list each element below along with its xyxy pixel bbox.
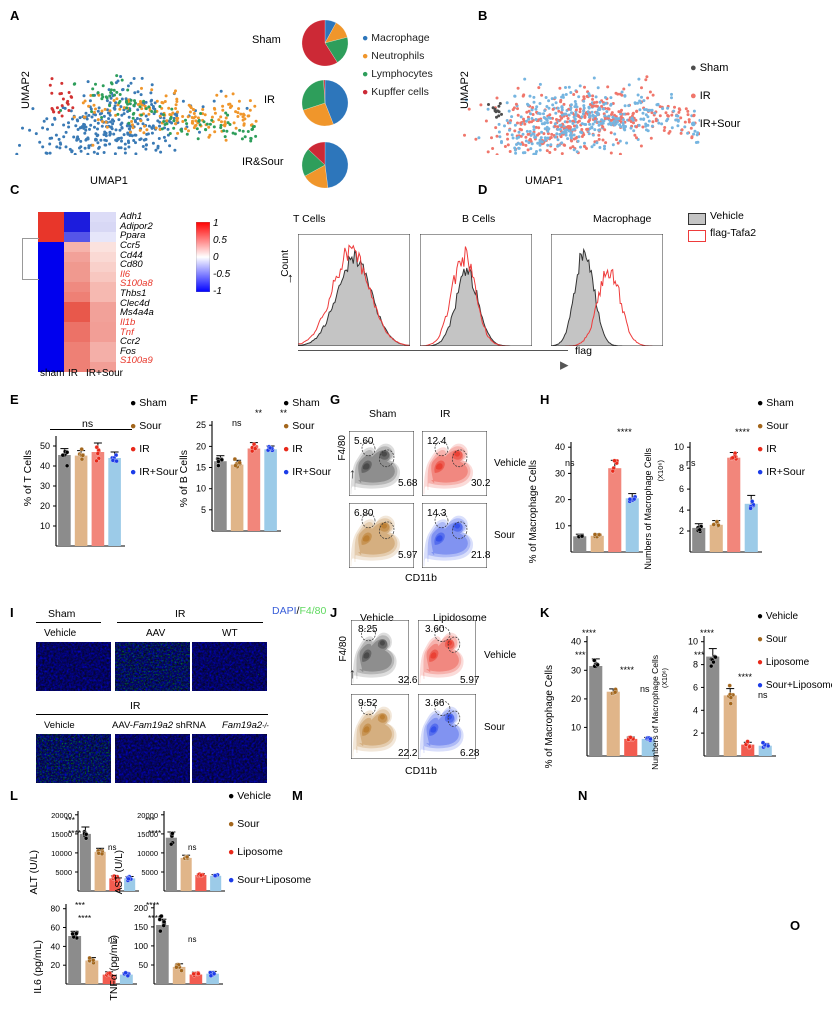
svg-text:5000: 5000	[55, 868, 72, 877]
svg-text:6: 6	[679, 484, 684, 494]
svg-text:20: 20	[571, 694, 581, 704]
svg-text:150: 150	[134, 922, 148, 932]
svg-text:4: 4	[693, 705, 698, 715]
svg-text:20: 20	[51, 960, 61, 970]
svg-text:50: 50	[40, 441, 50, 451]
svg-text:10: 10	[555, 521, 565, 531]
svg-text:20: 20	[196, 441, 206, 451]
svg-text:10: 10	[40, 521, 50, 531]
svg-text:20: 20	[40, 501, 50, 511]
svg-text:40: 40	[571, 637, 581, 647]
svg-text:2: 2	[679, 526, 684, 536]
svg-text:2: 2	[693, 728, 698, 738]
svg-text:20: 20	[555, 495, 565, 505]
svg-text:40: 40	[555, 442, 565, 452]
svg-text:8: 8	[679, 463, 684, 473]
svg-text:6: 6	[693, 682, 698, 692]
svg-text:30: 30	[555, 468, 565, 478]
svg-text:30: 30	[40, 481, 50, 491]
svg-text:80: 80	[51, 904, 61, 914]
svg-text:8: 8	[693, 660, 698, 670]
svg-text:10: 10	[196, 484, 206, 494]
svg-text:50: 50	[139, 960, 149, 970]
svg-text:5: 5	[201, 505, 206, 515]
svg-text:10: 10	[688, 637, 698, 647]
svg-text:10: 10	[571, 722, 581, 732]
svg-text:100: 100	[134, 941, 148, 951]
svg-text:40: 40	[51, 941, 61, 951]
svg-text:10: 10	[674, 442, 684, 452]
svg-text:60: 60	[51, 923, 61, 933]
svg-text:15: 15	[196, 463, 206, 473]
svg-text:10000: 10000	[51, 849, 72, 858]
svg-text:40: 40	[40, 461, 50, 471]
svg-text:30: 30	[571, 665, 581, 675]
svg-text:4: 4	[679, 505, 684, 515]
svg-text:25: 25	[196, 420, 206, 430]
svg-text:10000: 10000	[137, 849, 158, 858]
svg-text:5000: 5000	[141, 868, 158, 877]
